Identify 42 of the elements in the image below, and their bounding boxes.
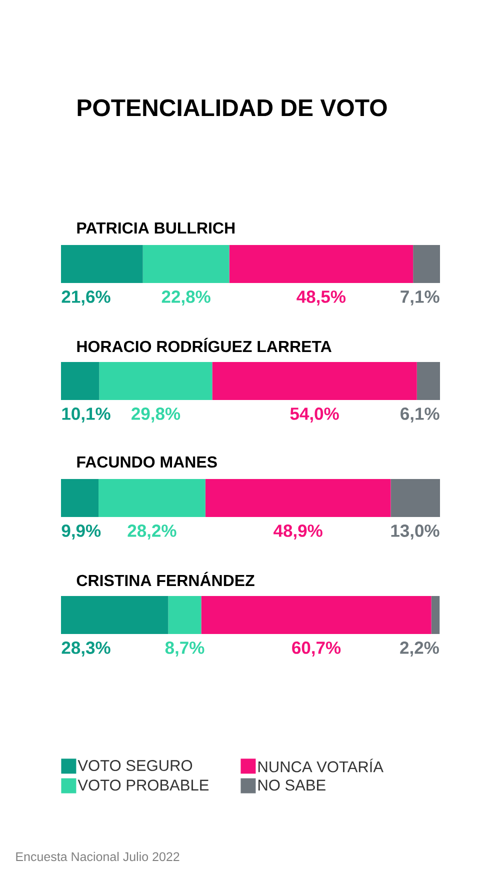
- data-label: 54,0%: [290, 408, 339, 422]
- bar: [98, 478, 206, 517]
- bar: [61, 596, 168, 634]
- legend-label: NO SABE: [258, 780, 326, 791]
- bar: [99, 362, 212, 400]
- y-tick-label: PATRICIA BULLRICH: [77, 222, 235, 234]
- legend-label: VOTO PROBABLE: [78, 780, 209, 791]
- data-label: 2,2%: [400, 642, 439, 656]
- bar: [142, 245, 230, 283]
- data-label: 48,9%: [274, 524, 322, 540]
- data-label: 7,1%: [400, 290, 440, 306]
- data-label: 10,1%: [62, 408, 110, 422]
- data-label: 48,5%: [296, 290, 346, 306]
- bar: [201, 596, 432, 634]
- bar: [416, 362, 440, 400]
- bar: [431, 596, 440, 634]
- data-label: 21,6%: [62, 290, 110, 306]
- data-label: 8,7%: [165, 642, 204, 656]
- bar: [212, 362, 417, 400]
- data-label: 60,7%: [292, 642, 341, 656]
- legend-label: NUNCA VOTARÍA: [258, 758, 384, 772]
- data-label: 29,8%: [132, 408, 180, 422]
- data-label: 28,2%: [128, 524, 176, 540]
- bar: [413, 245, 440, 283]
- data-label: 22,8%: [162, 290, 210, 306]
- data-label: 6,1%: [400, 408, 440, 422]
- data-label: 13,0%: [391, 524, 440, 540]
- text: Encuesta Nacional Julio 2022: [16, 852, 180, 862]
- data-label: 9,9%: [62, 524, 101, 540]
- y-tick-label: HORACIO RODRÍGUEZ LARRETA: [77, 338, 332, 352]
- bar: [61, 478, 99, 517]
- bar: [390, 478, 440, 517]
- legend-label: VOTO SEGURO: [78, 760, 192, 771]
- bar: [229, 245, 414, 283]
- data-label: 28,3%: [62, 642, 110, 656]
- bar: [205, 478, 391, 517]
- y-tick-label: FACUNDO MANES: [77, 456, 217, 468]
- chart-title: POTENCIALIDAD DE VOTO: [78, 99, 387, 116]
- y-tick-label: CRISTINA FERNÁNDEZ: [76, 572, 254, 586]
- bar: [61, 362, 100, 400]
- bar: [61, 245, 143, 283]
- bar: [168, 596, 202, 634]
